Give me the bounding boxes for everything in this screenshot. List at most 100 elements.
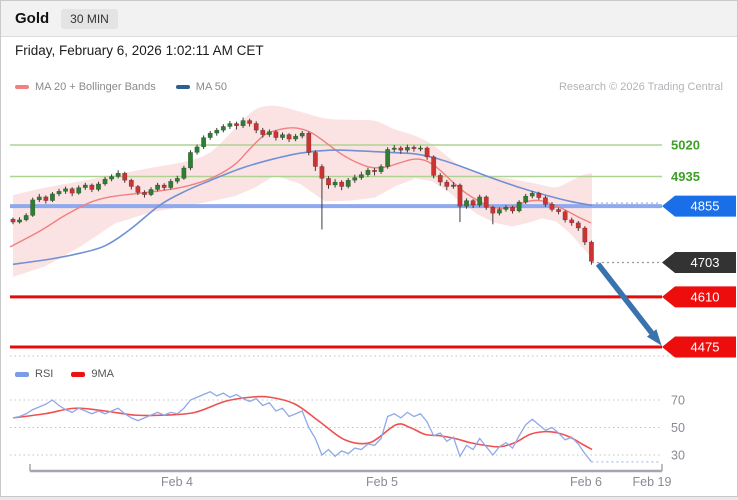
candle-body	[293, 135, 299, 140]
rsi-swatch-icon	[15, 371, 29, 377]
legend-item-9ma: 9MA	[71, 368, 114, 380]
main-legend: MA 20 + Bollinger Bands MA 50	[15, 81, 227, 93]
candle-body	[23, 215, 29, 221]
candle-body	[444, 181, 450, 187]
candle-body	[457, 184, 463, 207]
time-axis-label: Feb 4	[161, 475, 193, 489]
candle-body	[542, 197, 548, 205]
candle-body	[345, 179, 351, 187]
time-axis-label: Feb 5	[366, 475, 398, 489]
ma50-swatch-icon	[175, 85, 190, 89]
candle-body	[312, 152, 318, 167]
candle-body	[69, 188, 75, 194]
candle-body	[424, 147, 430, 158]
legend-ma20-label: MA 20 + Bollinger Bands	[35, 81, 156, 93]
ma20-swatch-icon	[15, 85, 29, 89]
candle-body	[398, 147, 404, 151]
candle-body	[168, 181, 174, 188]
candle-body	[148, 189, 154, 195]
candle-body	[339, 181, 345, 187]
candle-body	[266, 131, 272, 135]
nine-ma-swatch-icon	[71, 371, 86, 377]
candle-body	[30, 199, 36, 216]
candle-body	[378, 166, 384, 172]
candle-body	[63, 188, 69, 192]
candle-body	[56, 191, 62, 195]
candle-body	[588, 241, 594, 262]
candle-body	[10, 218, 16, 223]
candle-body	[286, 134, 292, 140]
candle-body	[135, 186, 141, 193]
rsi-line	[12, 391, 592, 463]
price-tag	[662, 251, 736, 273]
candle-body	[496, 209, 502, 214]
candle-body	[280, 134, 285, 138]
candle-body	[49, 193, 55, 201]
candle-body	[260, 129, 266, 135]
candle-body	[385, 149, 391, 167]
candle-body	[115, 172, 121, 177]
candle-body	[76, 187, 82, 194]
candle-body	[174, 178, 180, 182]
candle-body	[299, 132, 305, 137]
price-tag-label: 4703	[691, 255, 720, 270]
candle-body	[450, 184, 456, 187]
candle-body	[253, 123, 259, 131]
candle-body	[36, 196, 42, 201]
price-tag	[662, 286, 736, 308]
candle-body	[207, 132, 213, 138]
candle-body	[82, 184, 88, 188]
candle-body	[418, 147, 423, 150]
candle-body	[306, 132, 312, 153]
candle-body	[247, 120, 253, 124]
chart-header: Gold 30 MIN	[1, 1, 737, 37]
time-axis-label: Feb 19	[633, 475, 672, 489]
candle-body	[411, 146, 417, 149]
candle-body	[503, 207, 509, 210]
candle-body	[477, 196, 483, 206]
rsi-legend: RSI 9MA	[15, 368, 114, 380]
price-tag-label: 4855	[691, 199, 720, 214]
instrument-title: Gold	[15, 10, 50, 27]
resistance-price-label: 4935	[671, 169, 700, 184]
candle-body	[516, 201, 522, 212]
legend-rsi-label: RSI	[35, 368, 54, 380]
legend-item-rsi: RSI	[15, 368, 53, 380]
research-watermark: Research © 2026 Trading Central	[558, 81, 723, 93]
candle-body	[234, 123, 239, 126]
projection-arrow-head	[646, 329, 662, 346]
price-tag-label: 4610	[691, 289, 720, 304]
candle-body	[43, 196, 49, 201]
candle-body	[431, 156, 437, 176]
candle-body	[536, 192, 542, 198]
candle-body	[437, 175, 443, 183]
candle-body	[220, 126, 226, 131]
time-axis-label: Feb 6	[570, 475, 602, 489]
candle-body	[319, 166, 325, 179]
candle-body	[556, 209, 562, 212]
candle-body	[273, 131, 279, 138]
candle-body	[372, 169, 377, 172]
candle-body	[490, 207, 496, 214]
candle-body	[194, 146, 200, 153]
candle-body	[122, 172, 128, 181]
price-tag-label: 4475	[691, 339, 720, 354]
candle-body	[95, 183, 101, 190]
candle-body	[142, 192, 147, 195]
candle-body	[109, 176, 115, 180]
bollinger-band-area	[13, 105, 592, 277]
candle-body	[332, 181, 338, 186]
price-tag	[662, 336, 736, 358]
candle-body	[358, 174, 364, 178]
candle-body	[523, 195, 529, 203]
resistance-price-label: 5020	[671, 138, 700, 153]
candle-body	[128, 179, 134, 187]
candle-body	[582, 227, 588, 243]
timeframe-badge: 30 MIN	[61, 8, 118, 29]
date-line: Friday, February 6, 2026 1:02:11 AM CET	[15, 43, 264, 58]
legend-9ma-label: 9MA	[91, 368, 114, 380]
candle-body	[17, 219, 23, 223]
projection-arrow-shaft	[595, 262, 657, 338]
rsi-scale-label: 30	[671, 449, 685, 463]
